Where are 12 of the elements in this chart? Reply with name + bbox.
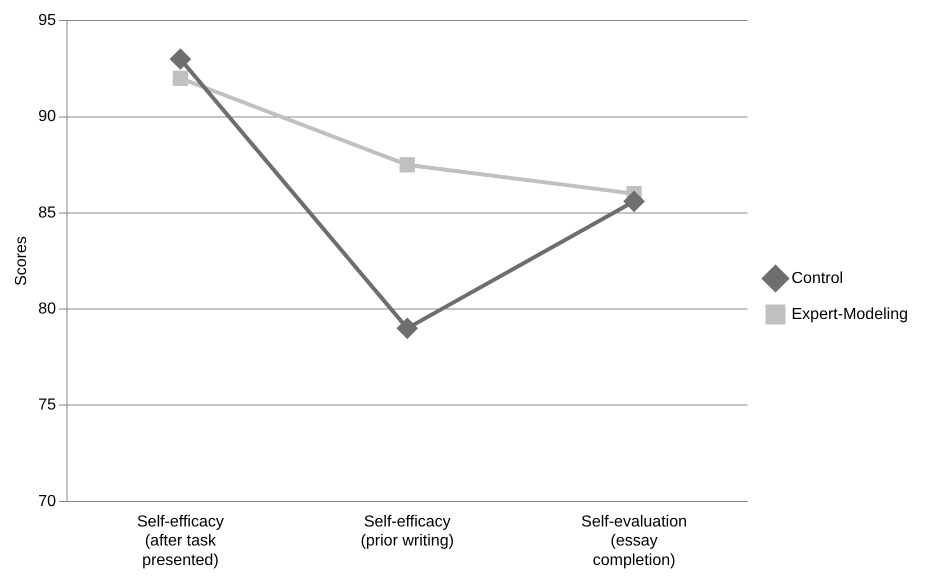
- x-tick-label: Self-evaluation (essay completion): [581, 513, 688, 569]
- y-tick-label: 70: [38, 492, 56, 510]
- x-tick-label: Self-efficacy (after task presented): [136, 513, 224, 569]
- legend-label: Control: [792, 270, 844, 287]
- y-tick-label: 75: [38, 396, 56, 414]
- y-axis-title: Scores: [13, 236, 30, 286]
- y-tick-label: 95: [38, 12, 56, 30]
- y-tick-label: 90: [38, 108, 56, 126]
- y-tick-label: 85: [38, 204, 56, 222]
- y-tick-label: 80: [38, 300, 56, 318]
- legend-label: Expert-Modeling: [792, 306, 908, 323]
- x-tick-label: Self-efficacy (prior writing): [360, 513, 454, 550]
